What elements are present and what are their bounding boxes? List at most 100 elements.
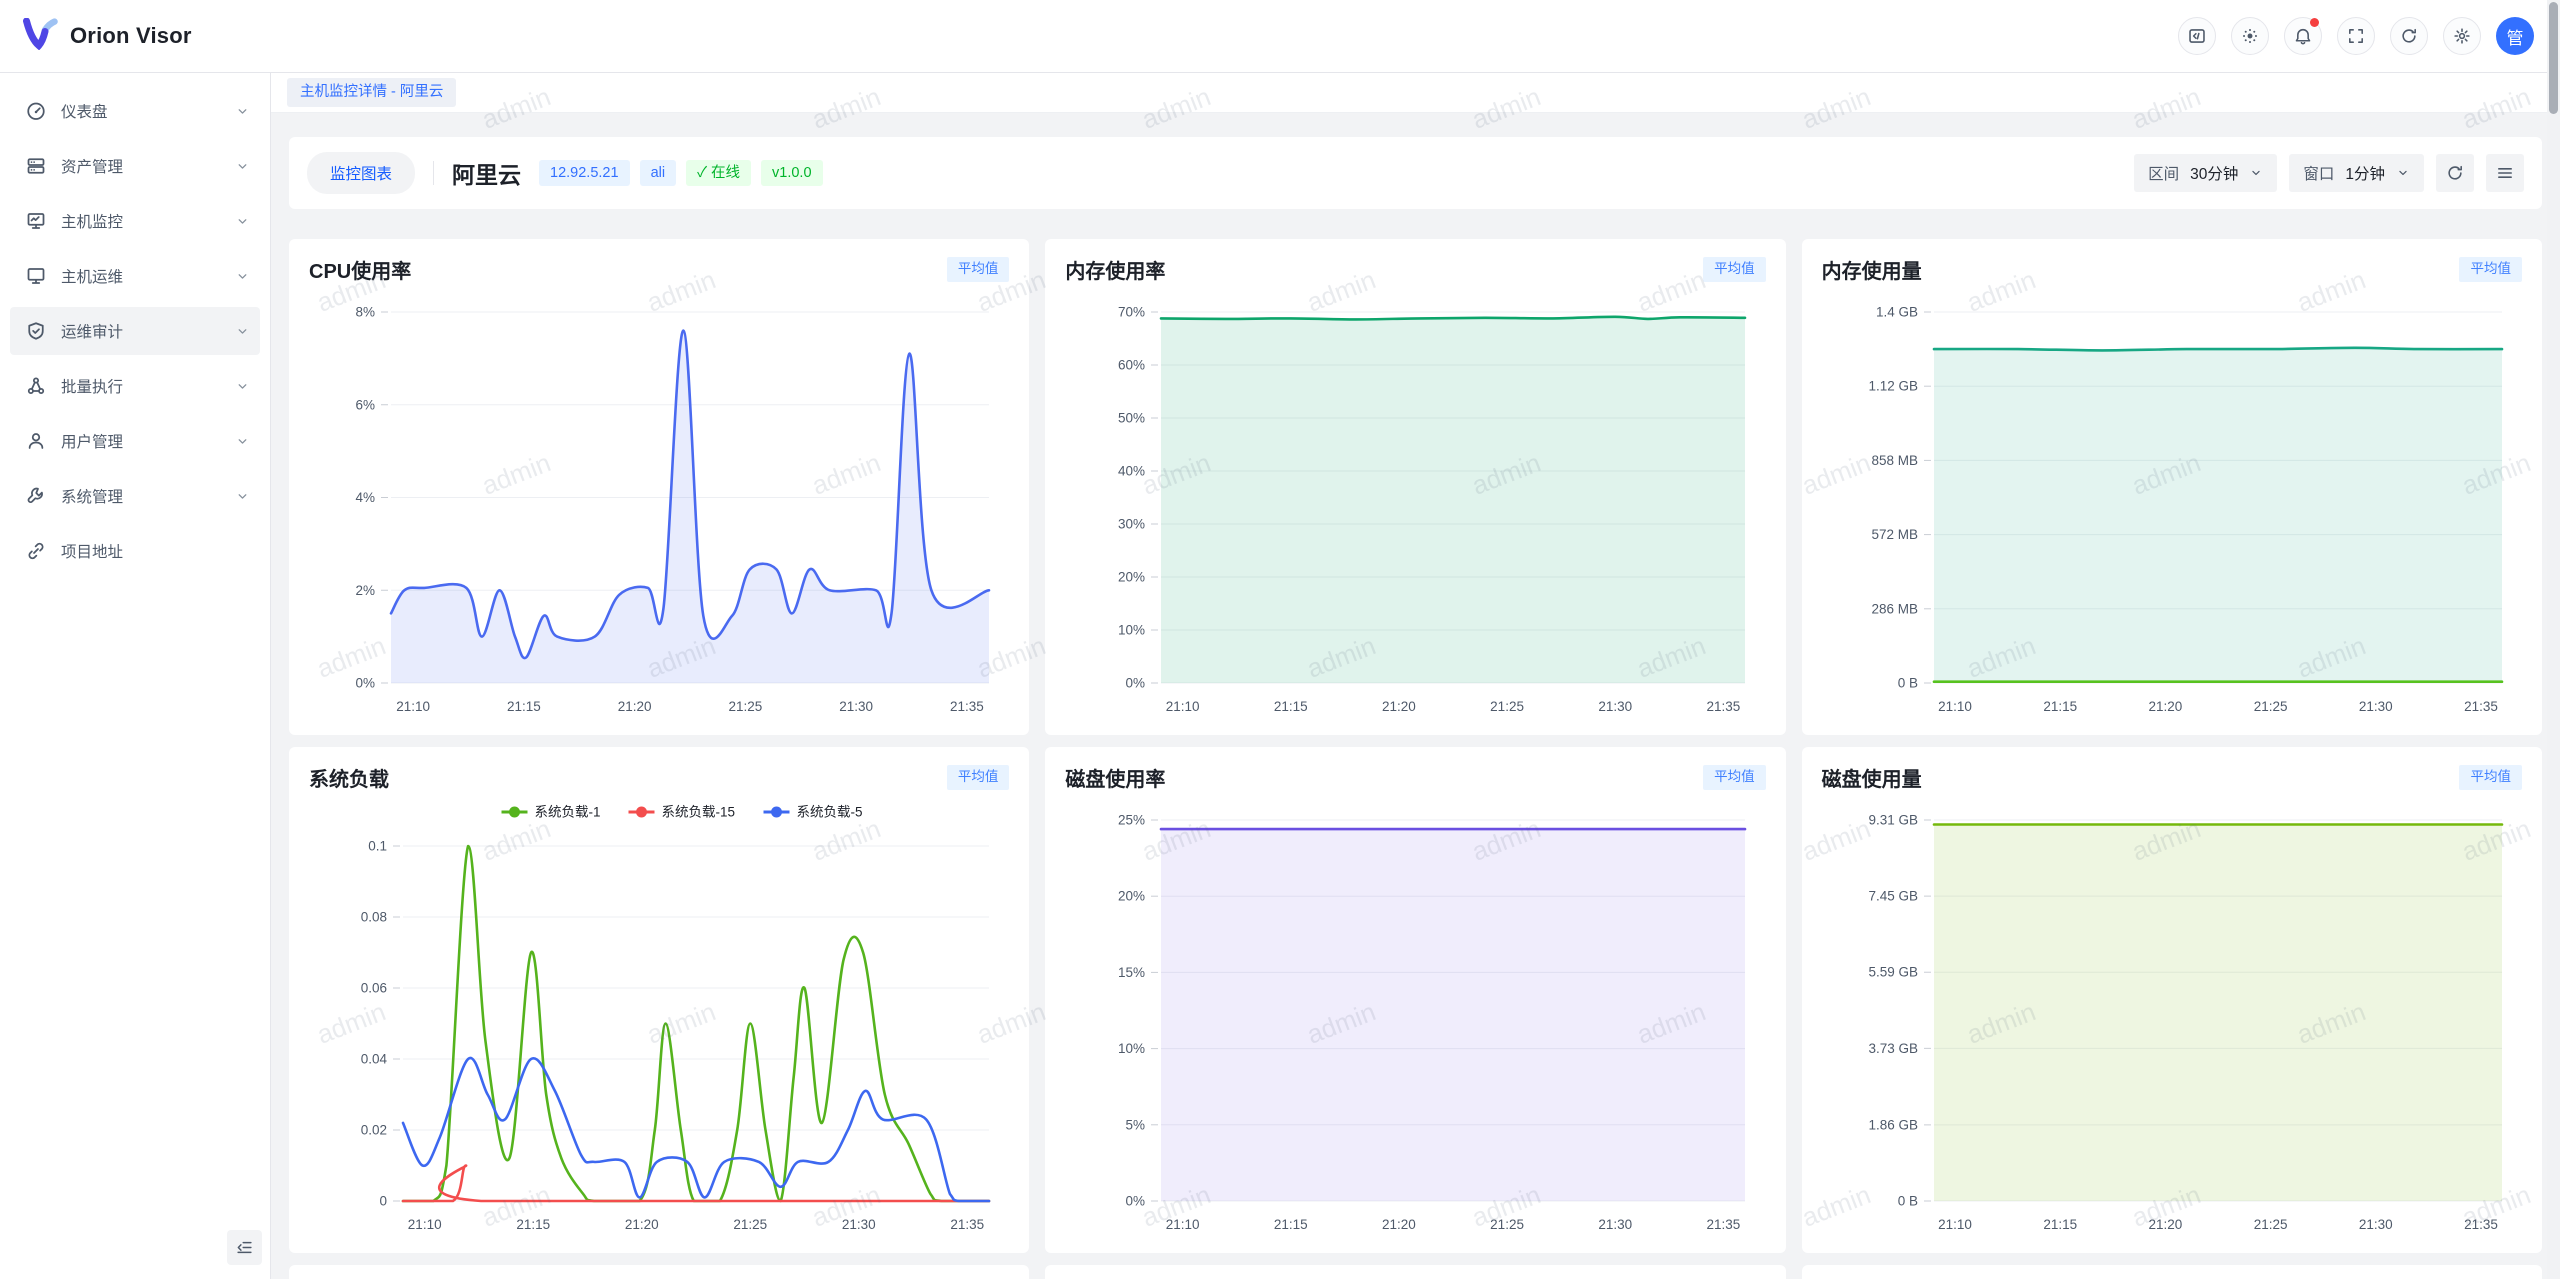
average-badge: 平均值: [947, 765, 1010, 789]
average-badge: 平均值: [1703, 765, 1766, 789]
chart-canvas-load[interactable]: 00.020.040.060.080.121:1021:1521:2021:25…: [309, 794, 1009, 1243]
top-navbar: Orion Visor 管: [0, 0, 2560, 73]
svg-text:0: 0: [379, 1194, 387, 1209]
chevron-down-icon: [235, 324, 250, 339]
brand: Orion Visor: [22, 18, 192, 55]
svg-text:0.02: 0.02: [361, 1123, 387, 1138]
svg-text:20%: 20%: [1118, 889, 1145, 904]
body-row: 仪表盘资产管理主机监控主机运维运维审计批量执行用户管理系统管理项目地址 主机监控…: [0, 73, 2560, 1279]
svg-text:21:35: 21:35: [950, 699, 984, 714]
svg-text:1.4 GB: 1.4 GB: [1876, 305, 1918, 320]
chart-canvas-cpu[interactable]: 0%2%4%6%8%21:1021:1521:2021:2521:3021:35: [309, 286, 1009, 725]
chart-card-header: 内存使用量平均值: [1822, 255, 2522, 284]
sidebar-item-label: 资产管理: [61, 155, 235, 177]
svg-text:21:20: 21:20: [2148, 1217, 2182, 1232]
sidebar-item-dashboard[interactable]: 仪表盘: [10, 87, 260, 135]
svg-text:21:15: 21:15: [516, 1217, 550, 1232]
sidebar-item-nodes[interactable]: 批量执行: [10, 362, 260, 410]
svg-text:0%: 0%: [1126, 676, 1146, 691]
svg-text:0 B: 0 B: [1897, 676, 1917, 691]
breadcrumb[interactable]: 主机监控详情 - 阿里云: [287, 78, 456, 107]
window-select-label: 窗口: [2303, 162, 2334, 184]
svg-text:2%: 2%: [355, 583, 375, 598]
chart-options-button[interactable]: [2486, 154, 2524, 192]
svg-text:6%: 6%: [355, 397, 375, 412]
chart-canvas-disk-amount[interactable]: 0 B1.86 GB3.73 GB5.59 GB7.45 GB9.31 GB21…: [1822, 794, 2522, 1243]
sidebar-collapse-button[interactable]: [227, 1230, 262, 1265]
sidebar-item-link[interactable]: 项目地址: [10, 527, 260, 575]
svg-text:0%: 0%: [355, 676, 375, 691]
svg-text:21:35: 21:35: [2464, 1217, 2498, 1232]
svg-text:0%: 0%: [1126, 1194, 1146, 1209]
svg-text:21:20: 21:20: [1382, 699, 1416, 714]
chart-canvas-mem-amount[interactable]: 0 B286 MB572 MB858 MB1.12 GB1.4 GB21:102…: [1822, 286, 2522, 725]
sidebar-item-monitor-chart[interactable]: 主机监控: [10, 197, 260, 245]
user-icon: [26, 431, 46, 451]
brightness-icon: [2241, 27, 2259, 45]
chart-card-mem-rate: 内存使用率平均值0%10%20%30%40%50%60%70%21:1021:1…: [1045, 239, 1785, 735]
svg-text:1.12 GB: 1.12 GB: [1868, 379, 1918, 394]
svg-text:10%: 10%: [1118, 623, 1145, 638]
user-avatar[interactable]: 管: [2496, 17, 2534, 55]
notifications-button[interactable]: [2284, 17, 2322, 55]
svg-text:3.73 GB: 3.73 GB: [1868, 1041, 1918, 1056]
chevron-down-icon: [2249, 166, 2263, 180]
refresh-icon: [2446, 164, 2464, 182]
notification-dot: [2310, 18, 2319, 27]
interval-select-label: 区间: [2148, 162, 2179, 184]
app-root: Orion Visor 管 仪表盘资产管理主机监控主机运维运维审计批量执行用户管…: [0, 0, 2560, 1279]
interval-select[interactable]: 区间 30分钟: [2134, 154, 2277, 192]
reload-button[interactable]: [2390, 17, 2428, 55]
scrollbar-thumb[interactable]: [2549, 2, 2558, 114]
hamburger-icon: [2496, 164, 2514, 182]
average-badge: 平均值: [947, 257, 1010, 281]
sidebar-item-shield[interactable]: 运维审计: [10, 307, 260, 355]
refresh-charts-button[interactable]: [2436, 154, 2474, 192]
svg-text:系统负载-5: 系统负载-5: [797, 805, 863, 820]
svg-text:21:30: 21:30: [839, 699, 873, 714]
host-name: 阿里云: [452, 156, 521, 190]
status-badge: ✓ 在线: [686, 160, 751, 187]
sidebar-item-label: 主机运维: [61, 265, 235, 287]
chart-card-disk-rate: 磁盘使用率平均值0%5%10%15%20%25%21:1021:1521:202…: [1045, 747, 1785, 1253]
svg-text:0.1: 0.1: [368, 839, 387, 854]
svg-text:1.86 GB: 1.86 GB: [1868, 1117, 1918, 1132]
svg-text:21:35: 21:35: [1707, 699, 1741, 714]
svg-text:21:25: 21:25: [1491, 1217, 1525, 1232]
next-row-card-sliver: [1802, 1265, 2542, 1279]
svg-text:5%: 5%: [1126, 1117, 1146, 1132]
breadcrumb-bar: 主机监控详情 - 阿里云: [271, 73, 2560, 113]
next-row-card-sliver: [1045, 1265, 1785, 1279]
chart-title: CPU使用率: [309, 255, 411, 284]
theme-brightness-button[interactable]: [2231, 17, 2269, 55]
fullscreen-icon: [2347, 27, 2365, 45]
scrollbar[interactable]: [2547, 0, 2560, 1279]
fullscreen-button[interactable]: [2337, 17, 2375, 55]
svg-text:7.45 GB: 7.45 GB: [1868, 889, 1918, 904]
svg-text:21:25: 21:25: [728, 699, 762, 714]
average-badge: 平均值: [1703, 257, 1766, 281]
chart-title: 磁盘使用量: [1822, 763, 1922, 792]
sidebar-item-monitor[interactable]: 主机运维: [10, 252, 260, 300]
svg-text:20%: 20%: [1118, 570, 1145, 585]
window-select[interactable]: 窗口 1分钟: [2289, 154, 2424, 192]
gear-icon: [2453, 27, 2471, 45]
sidebar-item-user[interactable]: 用户管理: [10, 417, 260, 465]
svg-text:系统负载-15: 系统负载-15: [662, 805, 736, 820]
chart-canvas-mem-rate[interactable]: 0%10%20%30%40%50%60%70%21:1021:1521:2021…: [1065, 286, 1765, 725]
svg-text:70%: 70%: [1118, 305, 1145, 320]
menu-fold-icon: [236, 1239, 253, 1256]
chevron-down-icon: [235, 434, 250, 449]
chart-canvas-disk-rate[interactable]: 0%5%10%15%20%25%21:1021:1521:2021:2521:3…: [1065, 794, 1765, 1243]
settings-button[interactable]: [2443, 17, 2481, 55]
svg-text:9.31 GB: 9.31 GB: [1868, 813, 1918, 828]
code-toggle-button[interactable]: [2178, 17, 2216, 55]
svg-text:21:20: 21:20: [2148, 699, 2182, 714]
interval-select-value: 30分钟: [2190, 162, 2238, 184]
sidebar-item-assets[interactable]: 资产管理: [10, 142, 260, 190]
monitor-icon: [26, 266, 46, 286]
sidebar-item-wrench[interactable]: 系统管理: [10, 472, 260, 520]
chart-title: 内存使用率: [1065, 255, 1165, 284]
monitor-charts-tab-button[interactable]: 监控图表: [307, 152, 415, 194]
host-tag: 12.92.5.21: [539, 160, 630, 187]
